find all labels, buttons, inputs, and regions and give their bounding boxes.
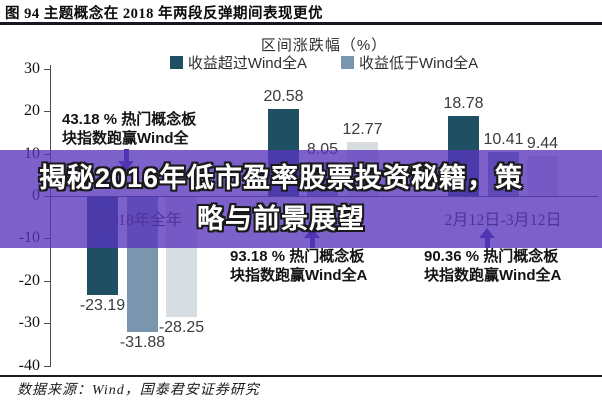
legend-entry: 收益超过Wind全A (169, 52, 307, 73)
annotation-line2: 块指数跑赢Wind全A (424, 267, 562, 284)
y-tick-label: -30 (18, 314, 40, 332)
legend-swatch-icon (341, 56, 354, 69)
promo-overlay-text-line1: 揭秘2016年低市盈率股票投资秘籍，策 (38, 163, 524, 193)
bar-value-label: -31.88 (119, 334, 166, 352)
y-tick-label: -40 (18, 356, 40, 374)
figure-title-bar: 图 94 主题概念在 2018 年两段反弹期间表现更优 (0, 0, 602, 25)
footer-divider (0, 375, 602, 377)
y-axis-tick (44, 280, 51, 282)
bar-value-label: -23.19 (79, 297, 126, 315)
data-source: 数据来源：Wind，国泰君安证券研究 (17, 383, 260, 398)
y-axis-tick (44, 365, 51, 367)
legend-label: 收益低于Wind全A (359, 55, 479, 72)
annotation-callout: 93.18 % 热门概念板 块指数跑赢Wind全A (230, 247, 367, 285)
y-tick-label: 30 (24, 59, 40, 77)
annotation-callout: 43.18 % 热门概念板 块指数跑赢Wind全 (62, 110, 196, 148)
legend-entry: 收益低于Wind全A (341, 52, 478, 73)
bar-value-label: 18.78 (443, 95, 484, 113)
annotation-line2: 块指数跑赢Wind全 (62, 130, 189, 147)
bar-value-label: 9.44 (526, 134, 559, 152)
y-tick-label: -20 (18, 271, 40, 289)
legend-swatch-icon (169, 56, 183, 69)
y-axis-tick (44, 323, 51, 325)
y-axis-tick (44, 111, 51, 113)
annotation-line1: 93.18 % 热门概念板 (230, 248, 365, 265)
bar-value-label: 20.58 (263, 87, 304, 105)
promo-overlay-text-line2: 略与前景展望 (197, 204, 365, 234)
promo-overlay-banner: 揭秘2016年低市盈率股票投资秘籍，策 略与前景展望 (0, 150, 602, 248)
bar-value-label: 10.41 (483, 130, 524, 148)
annotation-line2: 块指数跑赢Wind全A (230, 267, 368, 284)
bar-value-label: -28.25 (158, 318, 205, 336)
y-axis-tick (44, 68, 51, 70)
chart-subtitle: 区间涨跌幅（%） (260, 37, 388, 54)
annotation-line1: 43.18 % 热门概念板 (62, 111, 197, 128)
legend-label: 收益超过Wind全A (187, 55, 307, 72)
annotation-callout: 90.36 % 热门概念板 块指数跑赢Wind全A (424, 247, 561, 285)
bar-value-label: 12.77 (342, 120, 383, 138)
annotation-line1: 90.36 % 热门概念板 (424, 248, 559, 265)
y-tick-label: 20 (24, 102, 40, 120)
chart-legend: 收益超过Wind全A 收益低于Wind全A (50, 52, 598, 73)
figure-title: 图 94 主题概念在 2018 年两段反弹期间表现更优 (5, 6, 323, 22)
